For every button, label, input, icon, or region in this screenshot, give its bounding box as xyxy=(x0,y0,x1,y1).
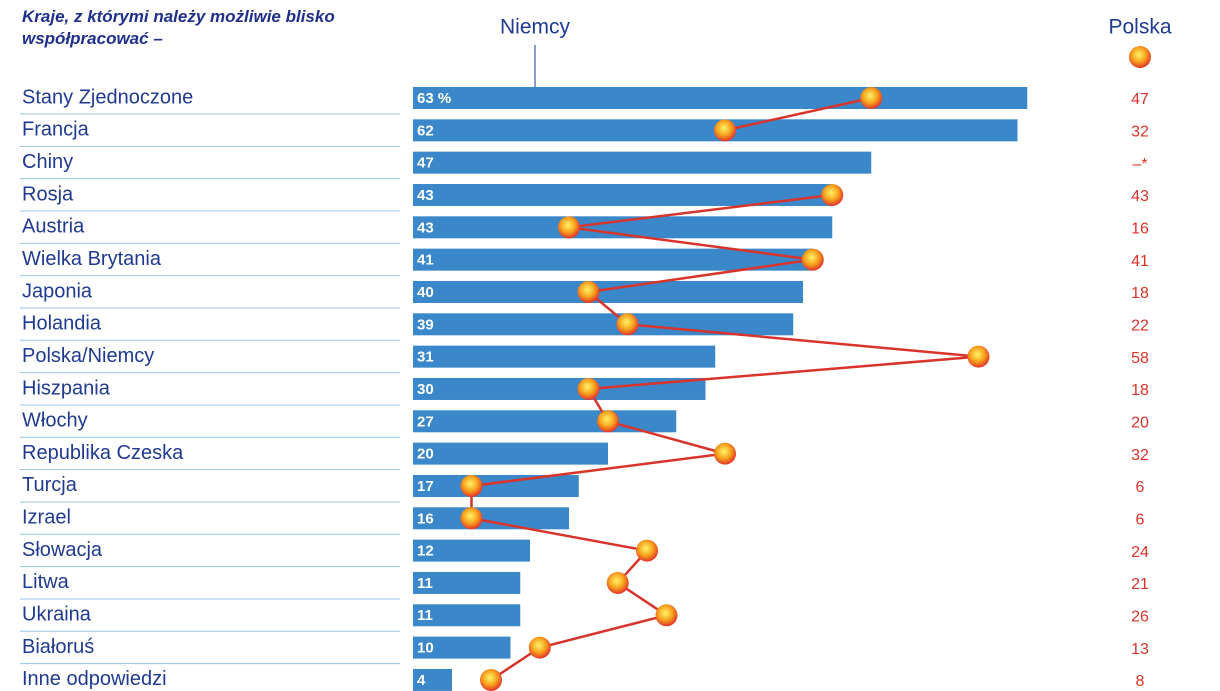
bar xyxy=(413,604,521,627)
legend-niemcy: Niemcy xyxy=(500,16,571,39)
polska-dot xyxy=(636,539,658,562)
bar-value-label: 11 xyxy=(417,575,433,592)
polska-dot xyxy=(801,248,824,271)
polska-value-label: –* xyxy=(1132,156,1147,173)
category-label: Holandia xyxy=(22,313,102,335)
bar-value-label: 41 xyxy=(417,252,434,269)
bar xyxy=(413,280,803,303)
polska-dot xyxy=(577,377,600,400)
legend-polska: Polska xyxy=(1108,16,1171,39)
bar-value-label: 63 % xyxy=(417,90,451,107)
polska-value-label: 58 xyxy=(1131,350,1149,367)
polska-dot xyxy=(714,442,736,465)
polska-dot xyxy=(821,183,844,206)
polska-dot xyxy=(528,636,551,659)
polska-value-label: 18 xyxy=(1131,382,1149,399)
bar-value-label: 11 xyxy=(417,607,433,624)
category-label: Turcja xyxy=(22,474,78,496)
polska-value-label: 43 xyxy=(1131,188,1149,205)
bar xyxy=(413,668,452,691)
polska-dot xyxy=(480,668,502,691)
polska-value-label: 24 xyxy=(1131,544,1149,561)
polska-dot xyxy=(714,119,736,142)
bar-value-label: 40 xyxy=(417,284,434,301)
bar-value-label: 47 xyxy=(417,155,434,172)
bar-value-label: 12 xyxy=(417,543,434,560)
polska-value-label: 13 xyxy=(1131,641,1149,658)
bar-value-label: 16 xyxy=(417,510,434,527)
chart-title: Kraje, z którymi należy możliwie blisko … xyxy=(22,7,335,48)
category-label: Rosja xyxy=(22,183,74,205)
bar-value-label: 39 xyxy=(417,316,434,333)
polska-dot xyxy=(558,216,580,239)
category-label: Austria xyxy=(22,216,85,238)
category-label: Republika Czeska xyxy=(22,442,184,464)
category-label: Inne odpowiedzi xyxy=(22,668,167,690)
bar-value-label: 17 xyxy=(417,478,434,495)
bar xyxy=(413,248,813,271)
polska-dot xyxy=(655,604,678,627)
bar xyxy=(413,87,1028,109)
bar xyxy=(413,183,833,206)
category-label: Białoruś xyxy=(22,636,94,658)
polska-dot xyxy=(606,571,629,594)
polska-value-label: 47 xyxy=(1131,91,1149,108)
polska-value-label: 32 xyxy=(1131,447,1149,464)
polska-dot xyxy=(616,313,639,336)
bar xyxy=(413,345,716,368)
category-label: Ukraina xyxy=(22,604,92,626)
bar xyxy=(413,377,706,400)
bar-value-label: 30 xyxy=(417,381,434,398)
legend-dot xyxy=(1129,46,1151,68)
category-label: Izrael xyxy=(22,507,71,529)
bar xyxy=(413,507,569,530)
polska-dot xyxy=(577,280,600,303)
polska-value-label: 32 xyxy=(1131,124,1149,141)
bar xyxy=(413,151,872,174)
bar-value-label: 10 xyxy=(417,640,434,657)
category-label: Litwa xyxy=(22,571,70,593)
bar-value-label: 43 xyxy=(417,187,434,204)
polska-dot xyxy=(460,507,483,530)
polska-dot xyxy=(967,345,990,368)
bar xyxy=(413,442,608,465)
category-label: Słowacja xyxy=(22,539,103,561)
bar-value-label: 62 xyxy=(417,122,434,139)
polska-value-label: 8 xyxy=(1136,673,1145,690)
bar xyxy=(413,636,511,659)
category-label: Japonia xyxy=(22,280,93,302)
polska-dot xyxy=(460,474,483,497)
polska-dot xyxy=(597,410,619,433)
polska-value-label: 22 xyxy=(1131,318,1149,335)
category-label: Polska/Niemcy xyxy=(22,345,154,367)
bar xyxy=(413,539,530,562)
polska-value-label: 26 xyxy=(1131,608,1149,625)
polska-line xyxy=(470,96,979,681)
bar xyxy=(413,571,521,594)
category-label: Hiszpania xyxy=(22,377,111,399)
polska-value-label: 21 xyxy=(1131,576,1149,593)
category-label: Wielka Brytania xyxy=(22,248,162,270)
bar-value-label: 4 xyxy=(417,672,426,689)
category-label: Francja xyxy=(22,119,90,141)
bar xyxy=(413,474,579,497)
polska-dot xyxy=(860,87,883,109)
polska-value-label: 20 xyxy=(1131,415,1149,432)
bar-value-label: 20 xyxy=(417,446,434,463)
bar-value-label: 31 xyxy=(417,349,434,366)
polska-value-label: 6 xyxy=(1136,512,1145,529)
polska-value-label: 16 xyxy=(1131,221,1149,238)
polska-value-label: 6 xyxy=(1136,479,1145,496)
bar-value-label: 43 xyxy=(417,219,434,236)
category-label: Włochy xyxy=(22,410,88,432)
polska-value-label: 18 xyxy=(1131,285,1149,302)
category-label: Chiny xyxy=(22,151,73,173)
bar xyxy=(413,216,833,239)
bar xyxy=(413,313,794,336)
bar-value-label: 27 xyxy=(417,413,434,430)
category-label: Stany Zjednoczone xyxy=(22,86,193,108)
polska-value-label: 41 xyxy=(1131,253,1149,270)
